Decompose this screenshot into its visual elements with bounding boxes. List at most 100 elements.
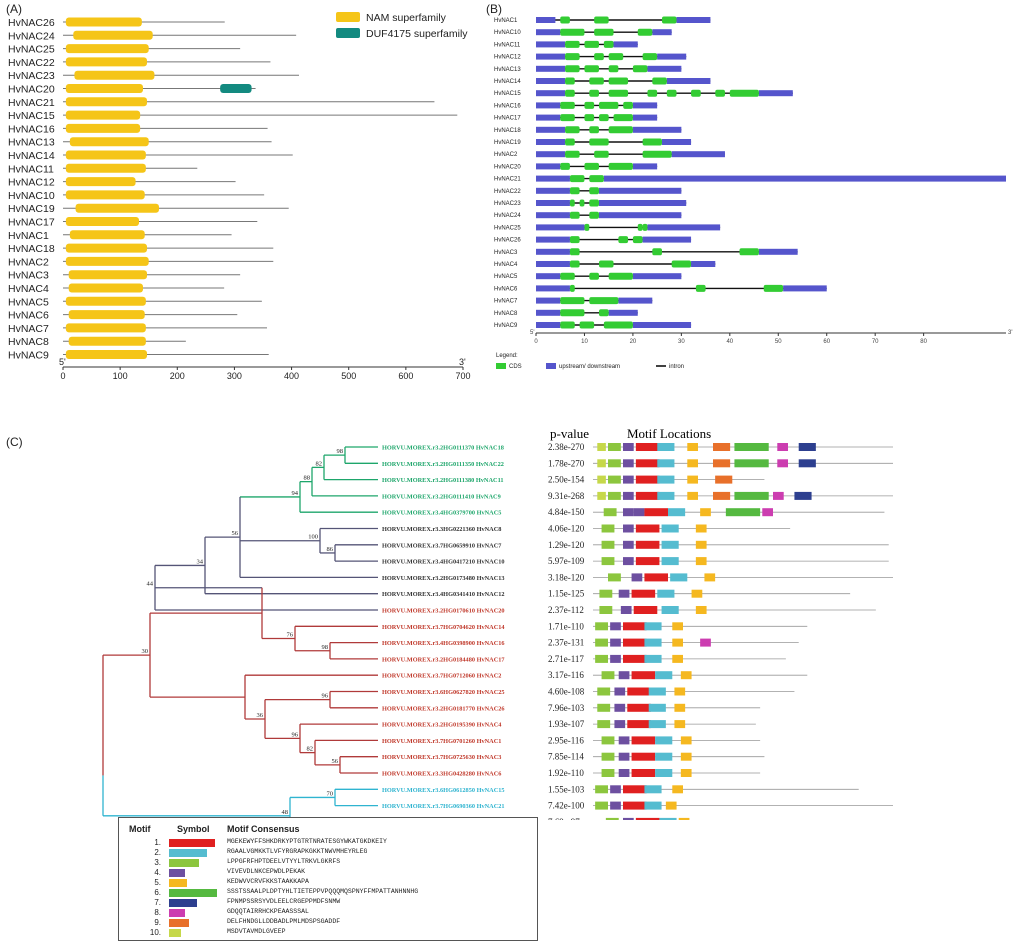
- motif-2-block: [644, 638, 662, 647]
- motif-5-block: [687, 443, 698, 451]
- axis-tick-label: 700: [455, 371, 470, 381]
- cds-block: [565, 89, 575, 97]
- cds-block: [739, 248, 759, 256]
- cds-block: [560, 114, 575, 122]
- motif-number: 7.: [154, 898, 161, 907]
- utr-block: [536, 187, 570, 194]
- pvalue-label: 1.78e-270: [548, 458, 585, 468]
- motif-4-block: [623, 540, 634, 549]
- pvalue-label: 4.60e-108: [548, 687, 585, 697]
- motif-4-block: [633, 508, 645, 517]
- motif-1-block: [644, 573, 668, 582]
- gene-label-hvnac7: HvNAC7: [494, 299, 518, 305]
- pvalue-label: 1.93e-107: [548, 719, 585, 729]
- motif-1-block: [635, 557, 660, 566]
- legend-swatch: [336, 28, 360, 38]
- cds-block: [594, 28, 614, 36]
- motif-row: 5. KEDWVVCRVFKKSTAAKKAPA: [119, 878, 537, 888]
- bootstrap-value: 36: [257, 712, 264, 719]
- bootstrap-value: 86: [327, 546, 334, 553]
- motif-row: 6. SSSTSSAALPLDPTYHLTIETEPPVPQQQMQSPNYFFM…: [119, 888, 537, 898]
- motif-4-block: [620, 606, 632, 614]
- bootstrap-value: 34: [197, 558, 204, 565]
- tree-leaf-label: HORVU.MOREX.r3.6HG0627820 HvNAC25: [382, 689, 505, 696]
- cds-block: [589, 211, 599, 219]
- cds-block: [579, 321, 595, 329]
- axis-tick-label: 80: [920, 339, 927, 345]
- cds-block: [603, 321, 633, 329]
- utr-block: [632, 163, 658, 170]
- motif-5-block: [687, 459, 698, 468]
- bootstrap-value: 56: [332, 758, 339, 765]
- gene-label-hvnac22: HvNAC22: [494, 189, 521, 195]
- cds-block: [661, 16, 677, 24]
- motif-4-block: [610, 801, 621, 810]
- motif-5-block: [678, 817, 690, 820]
- motif-3-block: [595, 654, 608, 663]
- motif-3-block: [608, 475, 621, 484]
- cds-block: [569, 187, 580, 195]
- motif-row: 7. FPNMPSSRSYVDLEELCRGEPPMDFSNMW: [119, 898, 537, 908]
- gene-label-hvnac23: HvNAC23: [494, 201, 521, 207]
- pvalue-label: 4.84e-150: [548, 507, 585, 517]
- motif-4-block: [610, 622, 621, 631]
- motif-3-block: [601, 671, 615, 680]
- cds-block: [589, 199, 599, 207]
- legend-swatch: [496, 363, 506, 369]
- pvalue-label: 3.17e-116: [548, 670, 584, 680]
- cds-block: [642, 223, 648, 231]
- cds-block: [560, 297, 585, 305]
- motif-row: 1. MGEKEWYFFSHKDRKYPTGTRTNRATESGYWKATGKDK…: [119, 838, 537, 848]
- bootstrap-value: 56: [232, 530, 239, 537]
- motif-1-block: [623, 801, 647, 810]
- utr-block: [671, 151, 725, 158]
- bootstrap-value: 98: [337, 448, 344, 455]
- motif-3-block: [599, 606, 613, 614]
- gene-label-hvnac20: HvNAC20: [494, 164, 521, 170]
- motif-1-block: [627, 703, 651, 712]
- motif-4-block: [614, 720, 626, 729]
- utr-block: [536, 224, 585, 231]
- motif-2-block: [661, 540, 679, 549]
- utr-block: [783, 285, 827, 292]
- utr-block: [536, 65, 566, 72]
- bootstrap-value: 30: [142, 648, 149, 655]
- panel-b-exon-intron-chart: HvNAC1 HvNAC10 HvNAC11 HvNAC12 HvNAC13 HvNAC1…: [494, 16, 1012, 370]
- gene-label-hvnac24: HvNAC24: [494, 213, 521, 219]
- motif-consensus: SSSTSSAALPLDPTYHLTIETEPPVPQQQMQSPNYFFMPA…: [227, 888, 419, 895]
- bootstrap-value: 70: [327, 790, 334, 797]
- motif-3-block: [595, 785, 608, 794]
- cds-block: [569, 248, 580, 256]
- gene-label-hvnac19: HvNAC19: [8, 203, 55, 215]
- utr-block: [536, 322, 561, 328]
- gene-label-hvnac9: HvNAC9: [494, 323, 518, 329]
- motif-3-block: [601, 769, 615, 777]
- pvalue-label: 2.95e-116: [548, 735, 584, 745]
- motif-1-block: [635, 524, 660, 533]
- motif-2-block: [644, 622, 662, 631]
- motif-2-block: [644, 654, 662, 663]
- cds-block: [642, 53, 658, 61]
- tree-leaf-label: HORVU.MOREX.r3.4HG0379700 HvNAC5: [382, 510, 501, 517]
- motif-6-block: [734, 459, 769, 468]
- cds-block: [584, 65, 599, 73]
- motif-2-block: [661, 557, 679, 566]
- motif-symbol: [169, 839, 215, 847]
- duf-domain-hvnac20: [220, 84, 252, 93]
- axis-tick-label: 30: [678, 339, 685, 345]
- axis-tick-label: 100: [113, 371, 128, 381]
- motif-9-block: [715, 475, 733, 484]
- motif-4-block: [623, 524, 634, 533]
- legend-label: DUF4175 superfamily: [366, 28, 468, 40]
- motif-4-block: [610, 654, 621, 663]
- motif-2-block: [670, 573, 688, 582]
- pvalue-label: 1.92e-110: [548, 768, 584, 778]
- motif-3-block: [597, 720, 611, 729]
- panel-a-label: (A): [6, 2, 22, 16]
- utr-block: [632, 102, 658, 109]
- tree-leaf-label: HORVU.MOREX.r3.7HG0690360 HvNAC21: [382, 803, 505, 810]
- cds-block: [695, 284, 706, 292]
- motif-5-block: [674, 687, 686, 696]
- motif-consensus: MSDVTAVMDLGVEEP: [227, 928, 286, 935]
